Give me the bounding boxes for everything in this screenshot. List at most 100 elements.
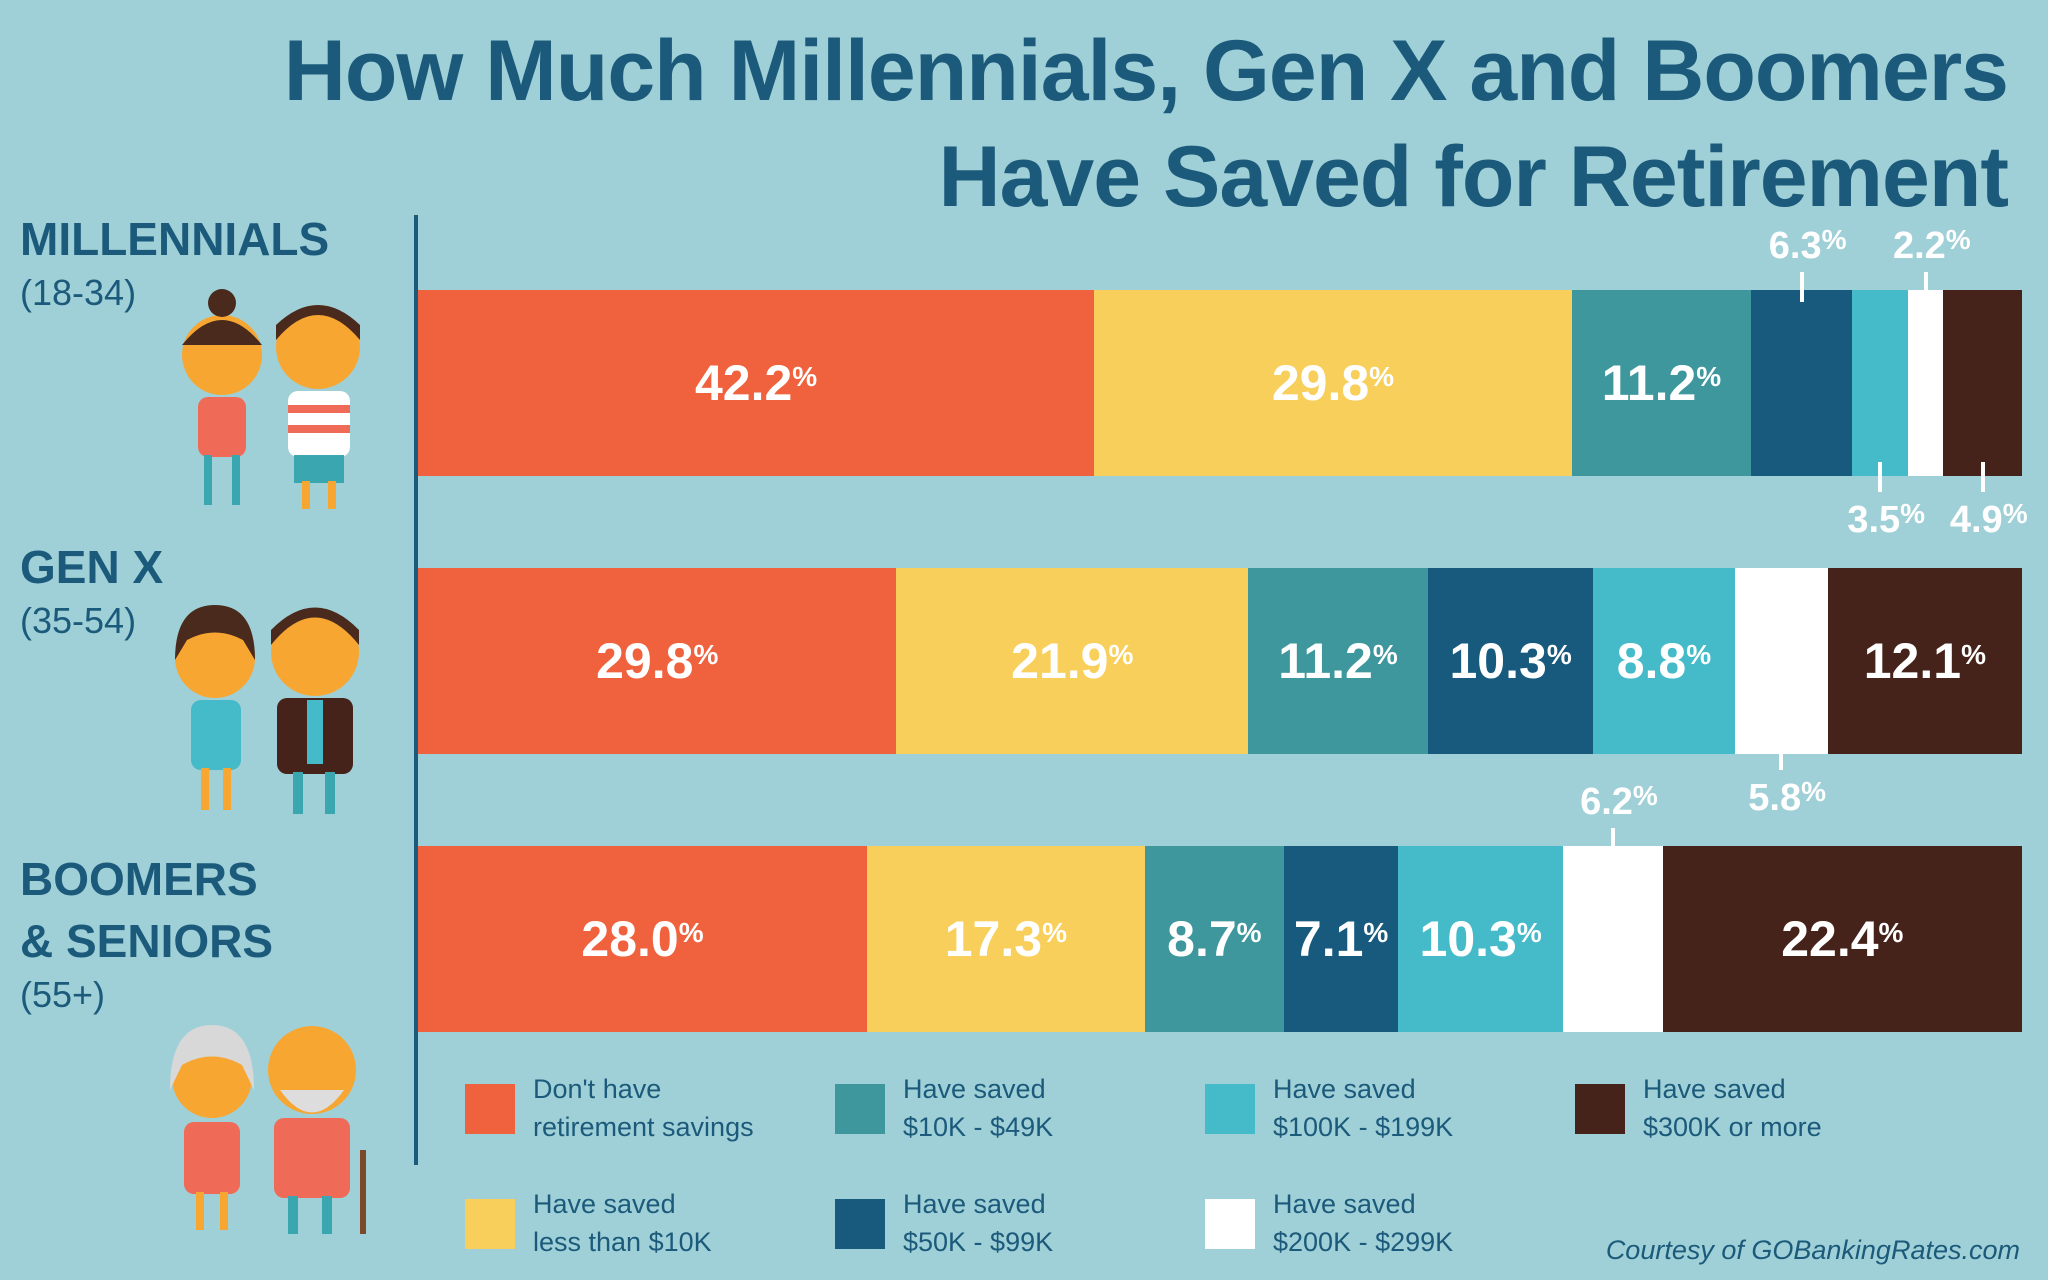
legend-label-line: $300K or more (1643, 1112, 1822, 1142)
label-leader-tick (1799, 272, 1804, 302)
legend-label-line: Have saved (533, 1189, 676, 1219)
data-label: 17.3% (944, 911, 1067, 967)
legend-label: Have saved $300K or more (1643, 1070, 1822, 1146)
data-label: 2.2% (1892, 224, 1971, 267)
legend-item: Have saved $50K - $99K (835, 1185, 1053, 1261)
data-label: 6.2% (1580, 780, 1658, 823)
data-label: 11.2% (1601, 355, 1722, 411)
group-label-millennials: MILLENNIALS (18-34) (20, 208, 329, 316)
bar-segment (896, 568, 1249, 754)
legend-label-line: Have saved (1273, 1189, 1416, 1219)
data-label: 6.3% (1768, 224, 1847, 267)
bar-segment (1662, 846, 2023, 1032)
data-label: 8.7% (1167, 911, 1262, 967)
bar-segment (1144, 846, 1285, 1032)
group-label-boomers: BOOMERS & SENIORS (55+) (20, 848, 273, 1018)
legend-label: Have saved $100K - $199K (1273, 1070, 1453, 1146)
legend-item: Have saved less than $10K (465, 1185, 712, 1261)
label-leader-tick (1980, 462, 1985, 492)
legend-label-line: Have saved (1643, 1074, 1786, 1104)
bar-segment (1593, 568, 1736, 754)
legend-swatch (835, 1199, 885, 1249)
group-name: MILLENNIALS (20, 213, 330, 265)
genx-illustration (175, 605, 359, 814)
legend-label-line: Have saved (903, 1074, 1046, 1104)
legend-label: Have saved $200K - $299K (1273, 1185, 1453, 1261)
label-leader-tick (1878, 462, 1883, 492)
group-name: BOOMERS (20, 853, 258, 905)
legend-label-line: retirement savings (533, 1112, 754, 1142)
data-label: 29.8% (596, 633, 719, 689)
title-line-1: How Much Millennials, Gen X and Boomers (283, 23, 2009, 119)
title-line-2: Have Saved for Retirement (938, 129, 2009, 225)
group-age: (35-54) (20, 600, 137, 641)
millennials-illustration (182, 289, 360, 509)
legend-label-line: Have saved (1273, 1074, 1416, 1104)
group-name: GEN X (20, 541, 164, 593)
data-label: 42.2% (694, 355, 818, 411)
data-label: 21.9% (1011, 633, 1134, 689)
legend-label-line: $10K - $49K (903, 1112, 1054, 1142)
bar-segment (1852, 290, 1909, 476)
legend-swatch (1205, 1199, 1255, 1249)
data-label: 10.3% (1449, 633, 1572, 689)
axis-line (414, 215, 418, 1165)
data-label: 8.8% (1616, 633, 1712, 689)
data-label: 7.1% (1293, 911, 1389, 967)
legend-label: Have saved $10K - $49K (903, 1070, 1053, 1146)
bar-segment (1284, 846, 1399, 1032)
legend-label-line: $50K - $99K (903, 1227, 1054, 1257)
bar-segment (1248, 568, 1429, 754)
label-leader-tick (1779, 740, 1784, 770)
legend-label-line: Don't have (533, 1074, 662, 1104)
bar-segment (1734, 568, 1829, 754)
group-label-genx: GEN X (35-54) (20, 536, 163, 644)
bar-segment (1094, 290, 1573, 476)
data-label: 12.1% (1863, 633, 1986, 689)
boomers-illustration (170, 1025, 366, 1234)
legend-item: Don't have retirement savings (465, 1070, 754, 1146)
group-age: (18-34) (20, 272, 137, 313)
legend-label: Don't have retirement savings (533, 1070, 754, 1146)
legend-swatch (835, 1084, 885, 1134)
group-name: & SENIORS (20, 915, 274, 967)
legend-label: Have saved $50K - $99K (903, 1185, 1053, 1261)
data-label: 10.3% (1419, 911, 1542, 967)
legend-label-line: less than $10K (533, 1227, 712, 1257)
bar-segment (1427, 568, 1594, 754)
legend-item: Have saved $100K - $199K (1205, 1070, 1453, 1146)
data-label: 28.0% (581, 911, 704, 967)
data-label: 3.5% (1847, 498, 1926, 541)
bar-segment (1563, 846, 1664, 1032)
bar-segment (418, 846, 868, 1032)
legend-swatch (465, 1199, 515, 1249)
legend-swatch (1575, 1084, 1625, 1134)
legend-label: Have saved less than $10K (533, 1185, 712, 1261)
label-leader-tick (1923, 272, 1928, 302)
legend-swatch (465, 1084, 515, 1134)
legend-item: Have saved $300K or more (1575, 1070, 1822, 1146)
legend-swatch (1205, 1084, 1255, 1134)
legend-label-line: $200K - $299K (1273, 1227, 1454, 1257)
legend-label-line: $100K - $199K (1273, 1112, 1454, 1142)
credit: Courtesy of GOBankingRates.com (1605, 1235, 2020, 1265)
bar-segment (1571, 290, 1752, 476)
bar-segment (1827, 568, 2023, 754)
bar-segment (418, 290, 1095, 476)
bar-segment (867, 846, 1146, 1032)
bar-segment (1751, 290, 1853, 476)
data-label: 22.4% (1781, 911, 1904, 967)
legend-label-line: Have saved (903, 1189, 1046, 1219)
legend-item: Have saved $10K - $49K (835, 1070, 1053, 1146)
bar-segment (418, 568, 897, 754)
data-label: 4.9% (1949, 498, 2028, 541)
label-leader-tick (1610, 828, 1615, 858)
group-age: (55+) (20, 974, 106, 1015)
bar-segment (1943, 290, 2023, 476)
bar-segment (1908, 290, 1944, 476)
data-label: 29.8% (1271, 355, 1395, 411)
bar-segment (1398, 846, 1564, 1032)
data-label: 11.2% (1278, 633, 1398, 689)
legend-item: Have saved $200K - $299K (1205, 1185, 1453, 1261)
